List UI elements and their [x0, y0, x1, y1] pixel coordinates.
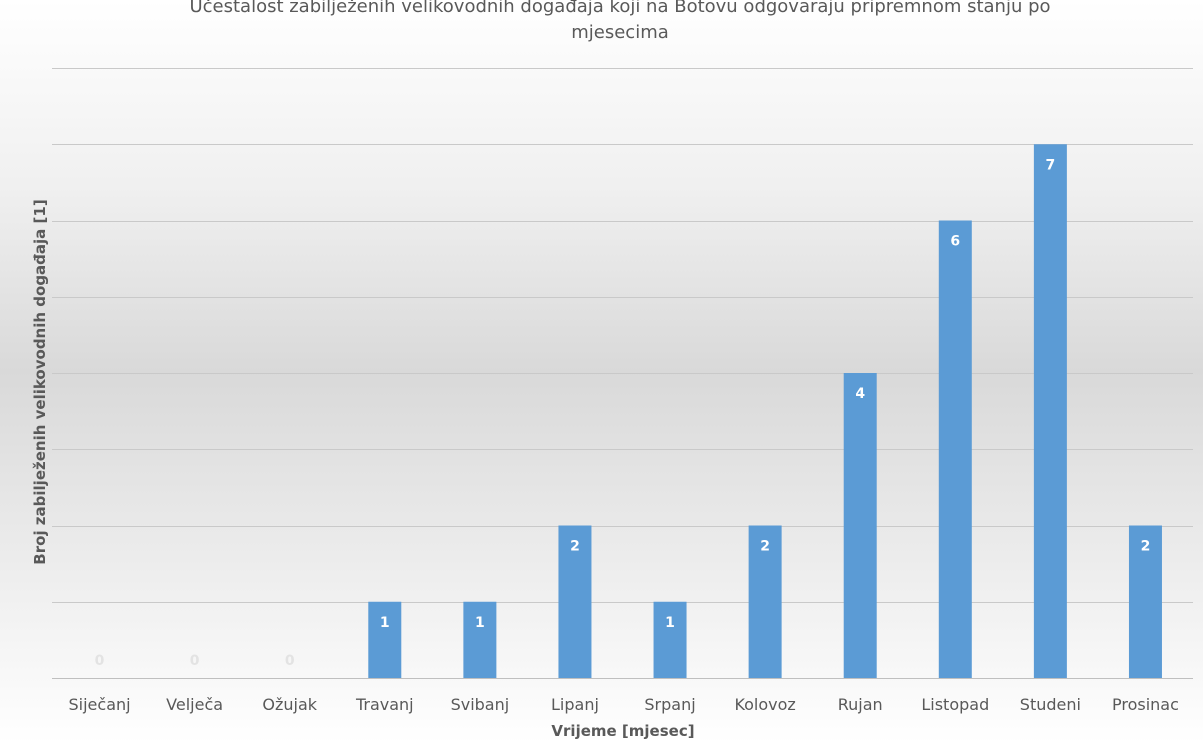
data-label: 6 [950, 234, 960, 250]
x-tick-label: Rujan [838, 695, 883, 714]
bar [1033, 144, 1067, 678]
bar [653, 601, 687, 678]
bar [1128, 525, 1162, 678]
data-label: 2 [760, 539, 770, 555]
bar [368, 601, 402, 678]
bar [938, 220, 972, 678]
x-tick-label: Studeni [1020, 695, 1081, 714]
data-label: 1 [665, 615, 675, 631]
data-label: 1 [475, 615, 485, 631]
bar [558, 525, 592, 678]
x-tick-label: Svibanj [451, 695, 510, 714]
x-tick-label: Ožujak [262, 695, 317, 714]
x-tick-label: Srpanj [644, 695, 695, 714]
x-tick-label: Listopad [921, 695, 989, 714]
x-tick-label: Velječa [166, 695, 223, 714]
x-tick-label: Siječanj [69, 695, 131, 714]
chart-title-line-1: Učestalost zabilježenih velikovodnih dog… [189, 0, 1051, 17]
y-axis-label: Broj zabilježenih velikovodnih događaja … [31, 199, 49, 565]
chart-title-line-2: mjesecima [571, 22, 669, 43]
x-tick-label: Lipanj [551, 695, 599, 714]
x-tick-label: Kolovoz [734, 695, 795, 714]
chart-title: Učestalost zabilježenih velikovodnih dog… [120, 0, 1120, 46]
x-axis-label: Vrijeme [mjesec] [551, 722, 695, 740]
data-label: 0 [190, 653, 200, 669]
bar [463, 601, 497, 678]
x-tick-label: Prosinac [1112, 695, 1179, 714]
data-label: 1 [380, 615, 390, 631]
data-label: 0 [285, 653, 295, 669]
data-label: 2 [570, 539, 580, 555]
x-tick-label: Travanj [355, 695, 414, 714]
data-label: 7 [1046, 157, 1056, 173]
bar [843, 373, 877, 678]
data-label: 2 [1141, 539, 1151, 555]
data-label: 4 [855, 386, 865, 402]
bar [748, 525, 782, 678]
data-label: 0 [95, 653, 105, 669]
